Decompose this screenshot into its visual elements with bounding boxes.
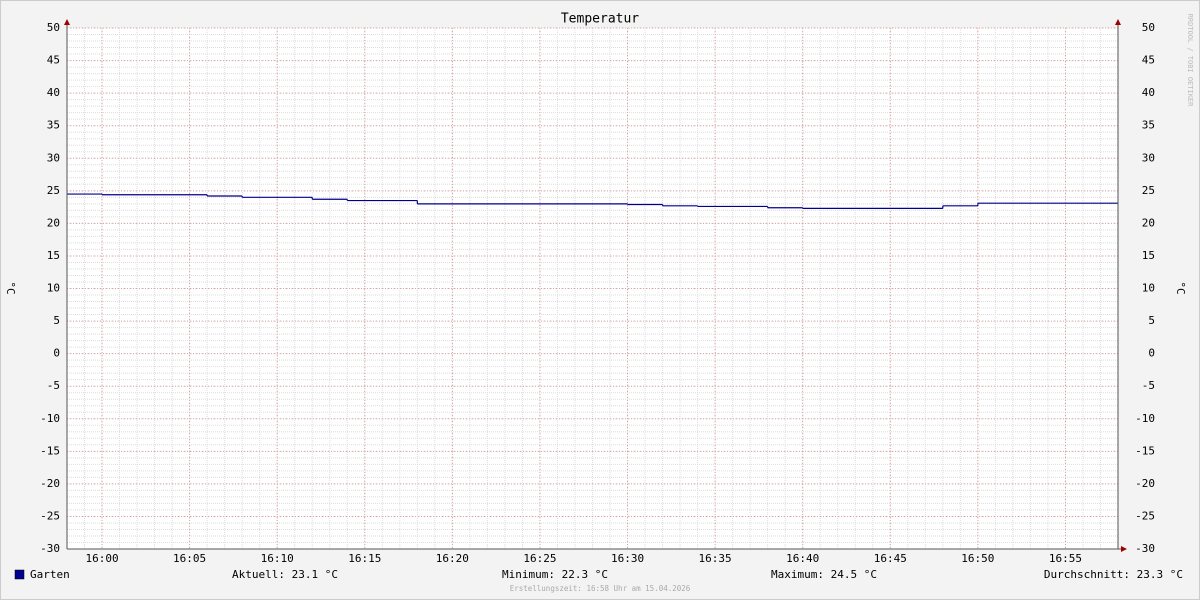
- x-tick-label: 16:05: [173, 552, 206, 565]
- y-tick-label: -15: [40, 444, 60, 457]
- y-tick-label: 15: [47, 249, 60, 262]
- y2-tick-label: -20: [1135, 477, 1155, 490]
- y-tick-label: 40: [47, 86, 60, 99]
- y2-tick-label: 20: [1142, 216, 1155, 229]
- legend-stat: Minimum: 22.3 °C: [502, 568, 608, 581]
- y2-tick-label: -15: [1135, 444, 1155, 457]
- y2-tick-label: 45: [1142, 54, 1155, 67]
- y2-tick-label: 0: [1148, 347, 1155, 360]
- y-tick-label: 50: [47, 21, 60, 34]
- y-tick-label: -30: [40, 542, 60, 555]
- legend-label: Garten: [30, 568, 70, 581]
- y2-tick-label: 30: [1142, 151, 1155, 164]
- x-tick-label: 16:40: [786, 552, 819, 565]
- x-tick-label: 16:55: [1049, 552, 1082, 565]
- y2-tick-label: 40: [1142, 86, 1155, 99]
- y-tick-label: 5: [53, 314, 60, 327]
- y2-tick-label: 50: [1142, 21, 1155, 34]
- x-tick-label: 16:00: [85, 552, 118, 565]
- y-tick-label: -10: [40, 412, 60, 425]
- axis-arrow: [64, 19, 70, 25]
- y-tick-label: 20: [47, 216, 60, 229]
- y2-tick-label: -30: [1135, 542, 1155, 555]
- y2-tick-label: -10: [1135, 412, 1155, 425]
- y-tick-label: -25: [40, 509, 60, 522]
- y2-tick-label: -5: [1142, 379, 1155, 392]
- legend-swatch: [14, 569, 25, 580]
- y2-tick-label: 25: [1142, 184, 1155, 197]
- axis-arrow: [1121, 546, 1127, 552]
- y-tick-label: -5: [47, 379, 60, 392]
- chart-title: Temperatur: [561, 12, 639, 27]
- y-tick-label: 45: [47, 54, 60, 67]
- y-tick-label: 10: [47, 282, 60, 295]
- x-tick-label: 16:15: [348, 552, 381, 565]
- x-tick-label: 16:30: [611, 552, 644, 565]
- x-tick-label: 16:25: [523, 552, 556, 565]
- legend-stat: Durchschnitt: 23.3 °C: [1044, 568, 1183, 581]
- x-tick-label: 16:35: [699, 552, 732, 565]
- y2-tick-label: 35: [1142, 119, 1155, 132]
- legend-stat: Aktuell: 23.1 °C: [232, 568, 338, 581]
- y-axis-label: °C: [4, 281, 17, 294]
- y-tick-label: 0: [53, 347, 60, 360]
- y-tick-label: 30: [47, 151, 60, 164]
- y-tick-label: -20: [40, 477, 60, 490]
- footer: Erstellungszeit: 16:58 Uhr am 15.04.2026: [510, 584, 691, 593]
- legend-stat: Maximum: 24.5 °C: [771, 568, 877, 581]
- y2-axis-label: °C: [1174, 281, 1187, 294]
- y-tick-label: 35: [47, 119, 60, 132]
- y2-tick-label: 5: [1148, 314, 1155, 327]
- axis-arrow: [1115, 19, 1121, 25]
- y-tick-label: 25: [47, 184, 60, 197]
- x-tick-label: 16:45: [874, 552, 907, 565]
- watermark: RRDTOOL / TOBI OETIKER: [1186, 14, 1194, 108]
- x-tick-label: 16:10: [261, 552, 294, 565]
- y2-tick-label: -25: [1135, 509, 1155, 522]
- y2-tick-label: 15: [1142, 249, 1155, 262]
- y2-tick-label: 10: [1142, 282, 1155, 295]
- x-tick-label: 16:50: [961, 552, 994, 565]
- x-tick-label: 16:20: [436, 552, 469, 565]
